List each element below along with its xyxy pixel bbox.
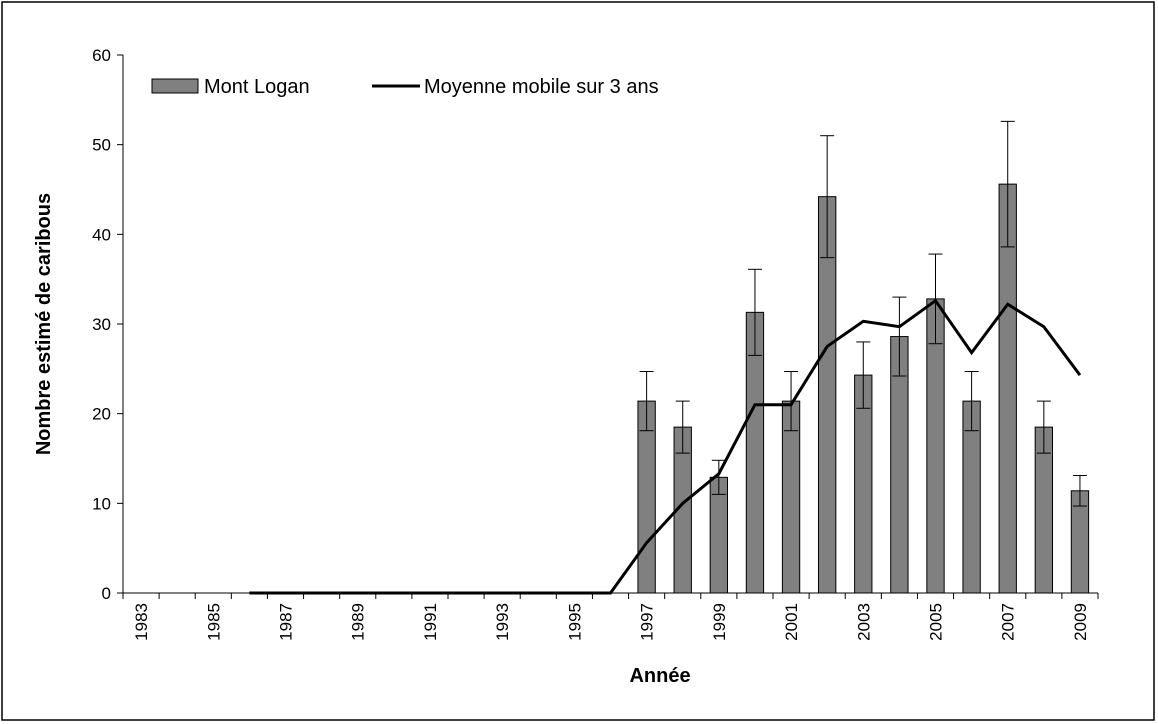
x-tick-label: 2007 — [999, 603, 1018, 641]
error-bar — [747, 268, 762, 356]
error-bar — [639, 371, 654, 432]
x-tick-label: 2009 — [1071, 603, 1090, 641]
x-tick-label: 1997 — [638, 603, 657, 641]
error-bar — [784, 371, 799, 432]
y-axis-title: Nombre estimé de caribous — [33, 193, 55, 455]
error-bar — [711, 459, 726, 495]
y-tick-label: 60 — [92, 46, 111, 65]
error-bar — [892, 296, 907, 377]
error-bar — [1072, 475, 1087, 507]
x-tick-label: 1995 — [565, 603, 584, 641]
error-bar — [820, 135, 835, 259]
error-bar — [675, 400, 690, 454]
y-tick-label: 50 — [92, 136, 111, 155]
legend-swatch — [151, 78, 199, 94]
x-tick-label: 1993 — [493, 603, 512, 641]
x-tick-label: 1999 — [710, 603, 729, 641]
legend-label: Moyenne mobile sur 3 ans — [424, 76, 659, 98]
line — [249, 298, 1082, 595]
error-bar — [856, 341, 871, 409]
y-tick-label: 10 — [92, 494, 111, 513]
x-tick-label: 1989 — [349, 603, 368, 641]
x-tick-label: 2005 — [927, 603, 946, 641]
y-tick-label: 20 — [92, 405, 111, 424]
y-tick-label: 0 — [102, 584, 111, 603]
x-tick-label: 2003 — [854, 603, 873, 641]
x-axis-title: Année — [629, 665, 690, 687]
x-tick-label: 1991 — [421, 603, 440, 641]
legend-label: Mont Logan — [204, 76, 310, 98]
error-bar — [1000, 120, 1015, 248]
x-tick-label: 2001 — [782, 603, 801, 641]
y-tick-label: 40 — [92, 225, 111, 244]
x-tick-label: 1985 — [204, 603, 223, 641]
error-bar — [964, 371, 979, 432]
error-bar — [1036, 400, 1051, 454]
x-tick-label: 1987 — [277, 603, 296, 641]
y-tick-label: 30 — [92, 315, 111, 334]
x-tick-label: 1983 — [132, 603, 151, 641]
